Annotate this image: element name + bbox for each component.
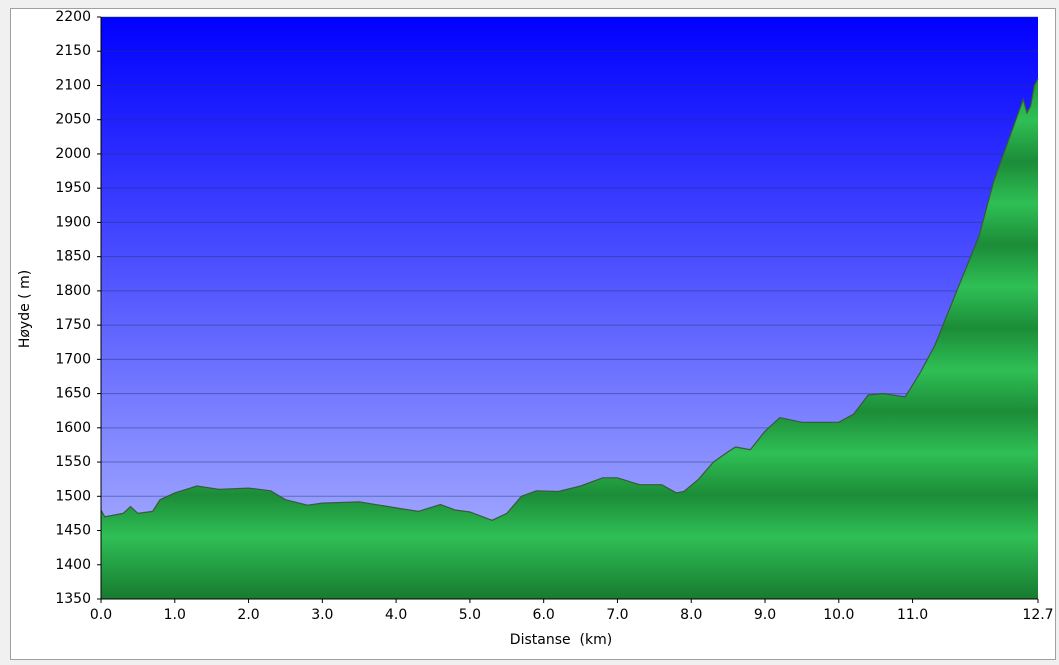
elevation-area (101, 78, 1038, 600)
y-tick-label: 1650 (55, 386, 91, 402)
y-tick-label: 1900 (55, 214, 91, 230)
x-tick-label: 7.0 (606, 607, 628, 623)
x-tick-label: 9.0 (754, 607, 776, 623)
y-tick-label: 2000 (55, 146, 91, 162)
x-tick-label: 2.0 (237, 607, 259, 623)
y-tick-label: 1550 (55, 454, 91, 470)
y-tick-label: 2050 (55, 112, 91, 128)
y-tick-label: 1700 (55, 351, 91, 367)
y-tick-label: 1450 (55, 523, 91, 539)
y-axis-label: Høyde ( m) (17, 270, 33, 348)
x-tick-label: 12.7 (1022, 607, 1053, 623)
x-tick-label: 8.0 (680, 607, 702, 623)
y-tick-label: 1850 (55, 249, 91, 265)
elevation-line (100, 78, 1039, 521)
x-tick-label: 11.0 (897, 607, 928, 623)
y-tick-label: 1950 (55, 180, 91, 196)
y-tick-label: 2150 (55, 43, 91, 59)
y-tick-label: 1750 (55, 317, 91, 333)
x-axis-label: Distanse (km) (510, 632, 612, 648)
chart: Høyde ( m) Distanse (km) 1350 1400 1450 150… (17, 9, 1054, 648)
x-tick-label: 4.0 (385, 607, 407, 623)
x-tick-label: 5.0 (459, 607, 481, 623)
x-tick-label: 6.0 (533, 607, 555, 623)
x-tick-label: 10.0 (823, 607, 854, 623)
y-tick-label: 1600 (55, 420, 91, 436)
x-tick-label: 3.0 (311, 607, 333, 623)
x-tick-label: 1.0 (164, 607, 186, 623)
y-tick-label: 1800 (55, 283, 91, 299)
y-tick-label: 2100 (55, 77, 91, 93)
window: Høyde ( m) Distanse (km) 1350 1400 1450 150… (10, 8, 1056, 660)
x-tick-label: 0.0 (90, 607, 112, 623)
y-tick-label: 1500 (55, 488, 91, 504)
y-tick-label: 1400 (55, 557, 91, 573)
y-tick-label: 2200 (55, 9, 91, 25)
y-tick-label: 1350 (55, 591, 91, 607)
